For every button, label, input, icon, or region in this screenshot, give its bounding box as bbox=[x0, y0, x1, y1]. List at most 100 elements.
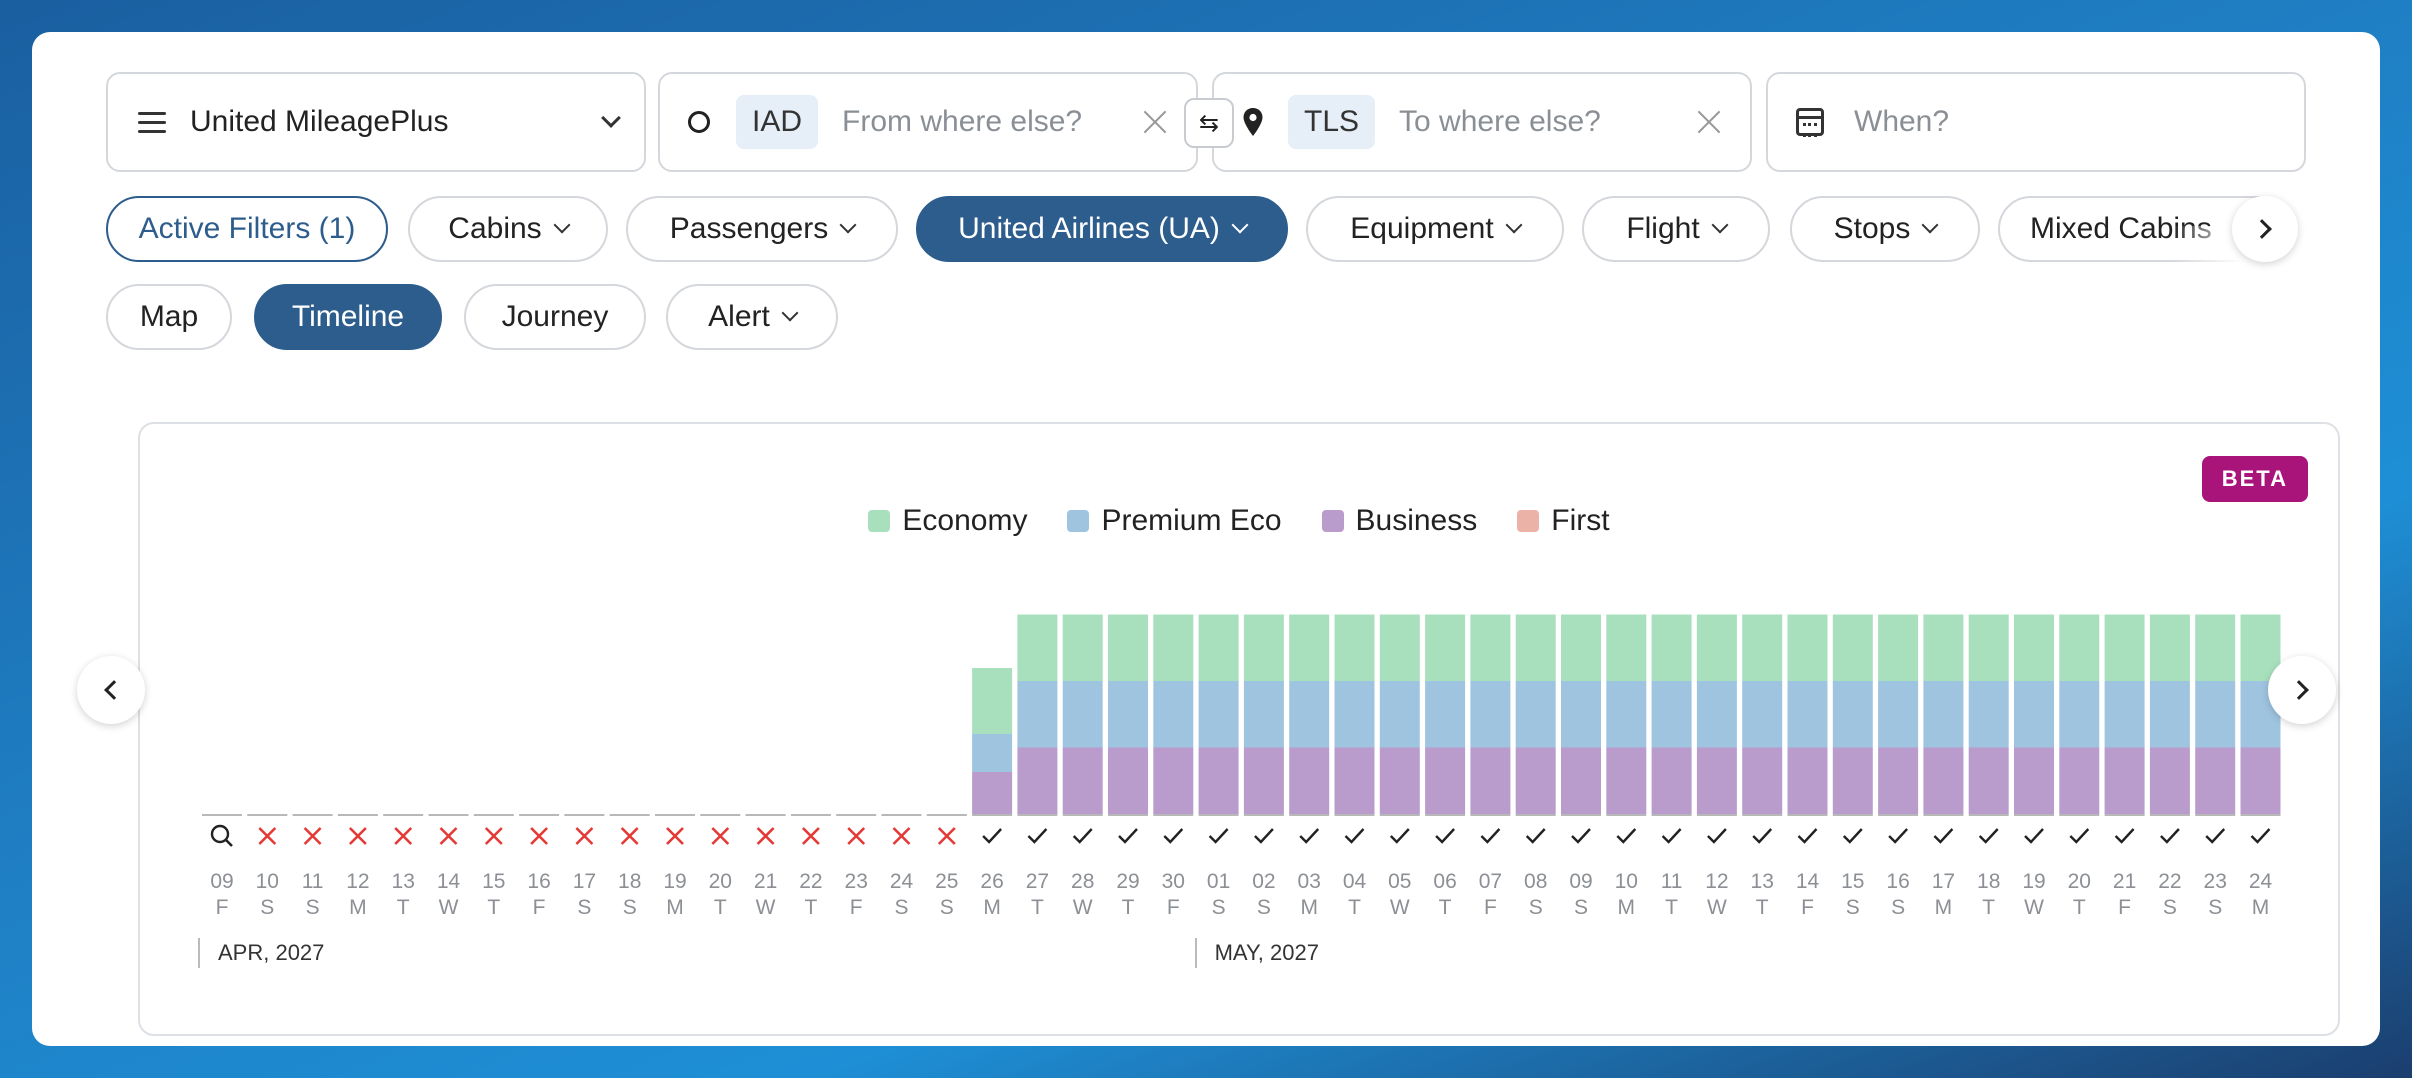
bar-segment-premium-eco[interactable] bbox=[1696, 681, 1737, 748]
bar-segment-economy[interactable] bbox=[1923, 614, 1964, 682]
scroll-filters-right-button[interactable] bbox=[2232, 196, 2298, 262]
bar-segment-business[interactable] bbox=[1108, 747, 1148, 815]
bar-segment-economy[interactable] bbox=[2014, 614, 2054, 682]
clear-destination-icon[interactable] bbox=[1696, 109, 1722, 135]
swap-button[interactable]: ⇆ bbox=[1184, 98, 1234, 148]
bar-segment-premium-eco[interactable] bbox=[1742, 681, 1783, 748]
bar-segment-economy[interactable] bbox=[1289, 614, 1330, 682]
equipment-filter[interactable]: Equipment bbox=[1306, 196, 1564, 262]
bar-segment-premium-eco[interactable] bbox=[1153, 681, 1194, 748]
bar-segment-economy[interactable] bbox=[1108, 614, 1148, 682]
bar-segment-economy[interactable] bbox=[1243, 614, 1284, 682]
bar-segment-business[interactable] bbox=[1017, 747, 1058, 815]
bar-segment-economy[interactable] bbox=[1606, 614, 1647, 682]
bar-segment-business[interactable] bbox=[1606, 747, 1647, 815]
bar-segment-economy[interactable] bbox=[1561, 614, 1601, 682]
bar-segment-business[interactable] bbox=[1425, 747, 1466, 815]
bar-segment-business[interactable] bbox=[1153, 747, 1194, 815]
bar-segment-premium-eco[interactable] bbox=[1425, 681, 1466, 748]
bar-segment-economy[interactable] bbox=[1470, 614, 1511, 682]
bar-segment-business[interactable] bbox=[1878, 747, 1919, 815]
bar-segment-business[interactable] bbox=[2240, 747, 2281, 815]
bar-segment-premium-eco[interactable] bbox=[972, 734, 1013, 772]
bar-segment-business[interactable] bbox=[1742, 747, 1783, 815]
program-select[interactable]: United MileagePlus bbox=[106, 72, 646, 172]
bar-segment-economy[interactable] bbox=[1696, 614, 1737, 682]
date-field[interactable]: When? bbox=[1766, 72, 2306, 172]
bar-segment-premium-eco[interactable] bbox=[1108, 681, 1148, 748]
bar-segment-premium-eco[interactable] bbox=[2059, 681, 2100, 748]
bar-segment-economy[interactable] bbox=[1334, 614, 1375, 682]
destination-code-chip[interactable]: TLS bbox=[1288, 95, 1376, 149]
bar-segment-premium-eco[interactable] bbox=[1606, 681, 1647, 748]
bar-segment-business[interactable] bbox=[1198, 747, 1239, 815]
bar-segment-economy[interactable] bbox=[1832, 614, 1873, 682]
bar-segment-premium-eco[interactable] bbox=[2014, 681, 2054, 748]
bar-segment-premium-eco[interactable] bbox=[1243, 681, 1284, 748]
bar-segment-business[interactable] bbox=[1379, 747, 1420, 815]
bar-segment-economy[interactable] bbox=[1651, 614, 1692, 682]
bar-segment-economy[interactable] bbox=[972, 668, 1013, 734]
bar-segment-premium-eco[interactable] bbox=[1515, 681, 1556, 748]
origin-field[interactable]: IAD From where else? bbox=[658, 72, 1198, 172]
bar-segment-economy[interactable] bbox=[1515, 614, 1556, 682]
bar-segment-premium-eco[interactable] bbox=[1379, 681, 1420, 748]
bar-segment-premium-eco[interactable] bbox=[1832, 681, 1873, 748]
bar-segment-economy[interactable] bbox=[1787, 614, 1828, 682]
bar-segment-economy[interactable] bbox=[2104, 614, 2145, 682]
search-icon[interactable] bbox=[210, 824, 230, 844]
bar-segment-business[interactable] bbox=[2149, 747, 2190, 815]
bar-segment-premium-eco[interactable] bbox=[1968, 681, 2009, 748]
bar-segment-business[interactable] bbox=[1787, 747, 1828, 815]
bar-segment-premium-eco[interactable] bbox=[1470, 681, 1511, 748]
bar-segment-premium-eco[interactable] bbox=[1787, 681, 1828, 748]
bar-segment-economy[interactable] bbox=[1968, 614, 2009, 682]
view-map-button[interactable]: Map bbox=[106, 284, 232, 350]
bar-segment-business[interactable] bbox=[1334, 747, 1375, 815]
bar-segment-business[interactable] bbox=[1968, 747, 2009, 815]
timeline-next-button[interactable] bbox=[2268, 656, 2336, 724]
bar-segment-economy[interactable] bbox=[1742, 614, 1783, 682]
timeline-prev-button[interactable] bbox=[77, 656, 145, 724]
cabins-filter[interactable]: Cabins bbox=[408, 196, 608, 262]
bar-segment-premium-eco[interactable] bbox=[1334, 681, 1375, 748]
bar-segment-economy[interactable] bbox=[1153, 614, 1194, 682]
bar-segment-business[interactable] bbox=[1062, 747, 1103, 815]
bar-segment-business[interactable] bbox=[1289, 747, 1330, 815]
bar-segment-economy[interactable] bbox=[1017, 614, 1058, 682]
view-journey-button[interactable]: Journey bbox=[464, 284, 646, 350]
bar-segment-premium-eco[interactable] bbox=[1062, 681, 1103, 748]
bar-segment-premium-eco[interactable] bbox=[1017, 681, 1058, 748]
bar-segment-premium-eco[interactable] bbox=[1878, 681, 1919, 748]
bar-segment-business[interactable] bbox=[2059, 747, 2100, 815]
active-filters-button[interactable]: Active Filters (1) bbox=[106, 196, 388, 262]
bar-segment-premium-eco[interactable] bbox=[2195, 681, 2236, 748]
bar-segment-business[interactable] bbox=[1243, 747, 1284, 815]
bar-segment-economy[interactable] bbox=[2149, 614, 2190, 682]
bar-segment-economy[interactable] bbox=[2195, 614, 2236, 682]
bar-segment-economy[interactable] bbox=[1878, 614, 1919, 682]
date-input[interactable]: When? bbox=[1854, 105, 1950, 138]
bar-segment-premium-eco[interactable] bbox=[1923, 681, 1964, 748]
bar-segment-business[interactable] bbox=[1651, 747, 1692, 815]
alert-button[interactable]: Alert bbox=[666, 284, 838, 350]
bar-segment-premium-eco[interactable] bbox=[1198, 681, 1239, 748]
airline-filter[interactable]: United Airlines (UA) bbox=[916, 196, 1288, 262]
bar-segment-premium-eco[interactable] bbox=[1289, 681, 1330, 748]
bar-segment-business[interactable] bbox=[1832, 747, 1873, 815]
destination-input[interactable]: To where else? bbox=[1399, 105, 1601, 138]
bar-segment-business[interactable] bbox=[1515, 747, 1556, 815]
passengers-filter[interactable]: Passengers bbox=[626, 196, 898, 262]
flight-filter[interactable]: Flight bbox=[1582, 196, 1770, 262]
destination-field[interactable]: TLS To where else? bbox=[1212, 72, 1752, 172]
bar-segment-business[interactable] bbox=[1923, 747, 1964, 815]
bar-segment-economy[interactable] bbox=[1062, 614, 1103, 682]
bar-segment-business[interactable] bbox=[1561, 747, 1601, 815]
bar-segment-premium-eco[interactable] bbox=[2149, 681, 2190, 748]
clear-origin-icon[interactable] bbox=[1142, 109, 1168, 135]
bar-segment-premium-eco[interactable] bbox=[1651, 681, 1692, 748]
stops-filter[interactable]: Stops bbox=[1790, 196, 1980, 262]
bar-segment-economy[interactable] bbox=[1198, 614, 1239, 682]
bar-segment-economy[interactable] bbox=[2059, 614, 2100, 682]
bar-segment-premium-eco[interactable] bbox=[1561, 681, 1601, 748]
